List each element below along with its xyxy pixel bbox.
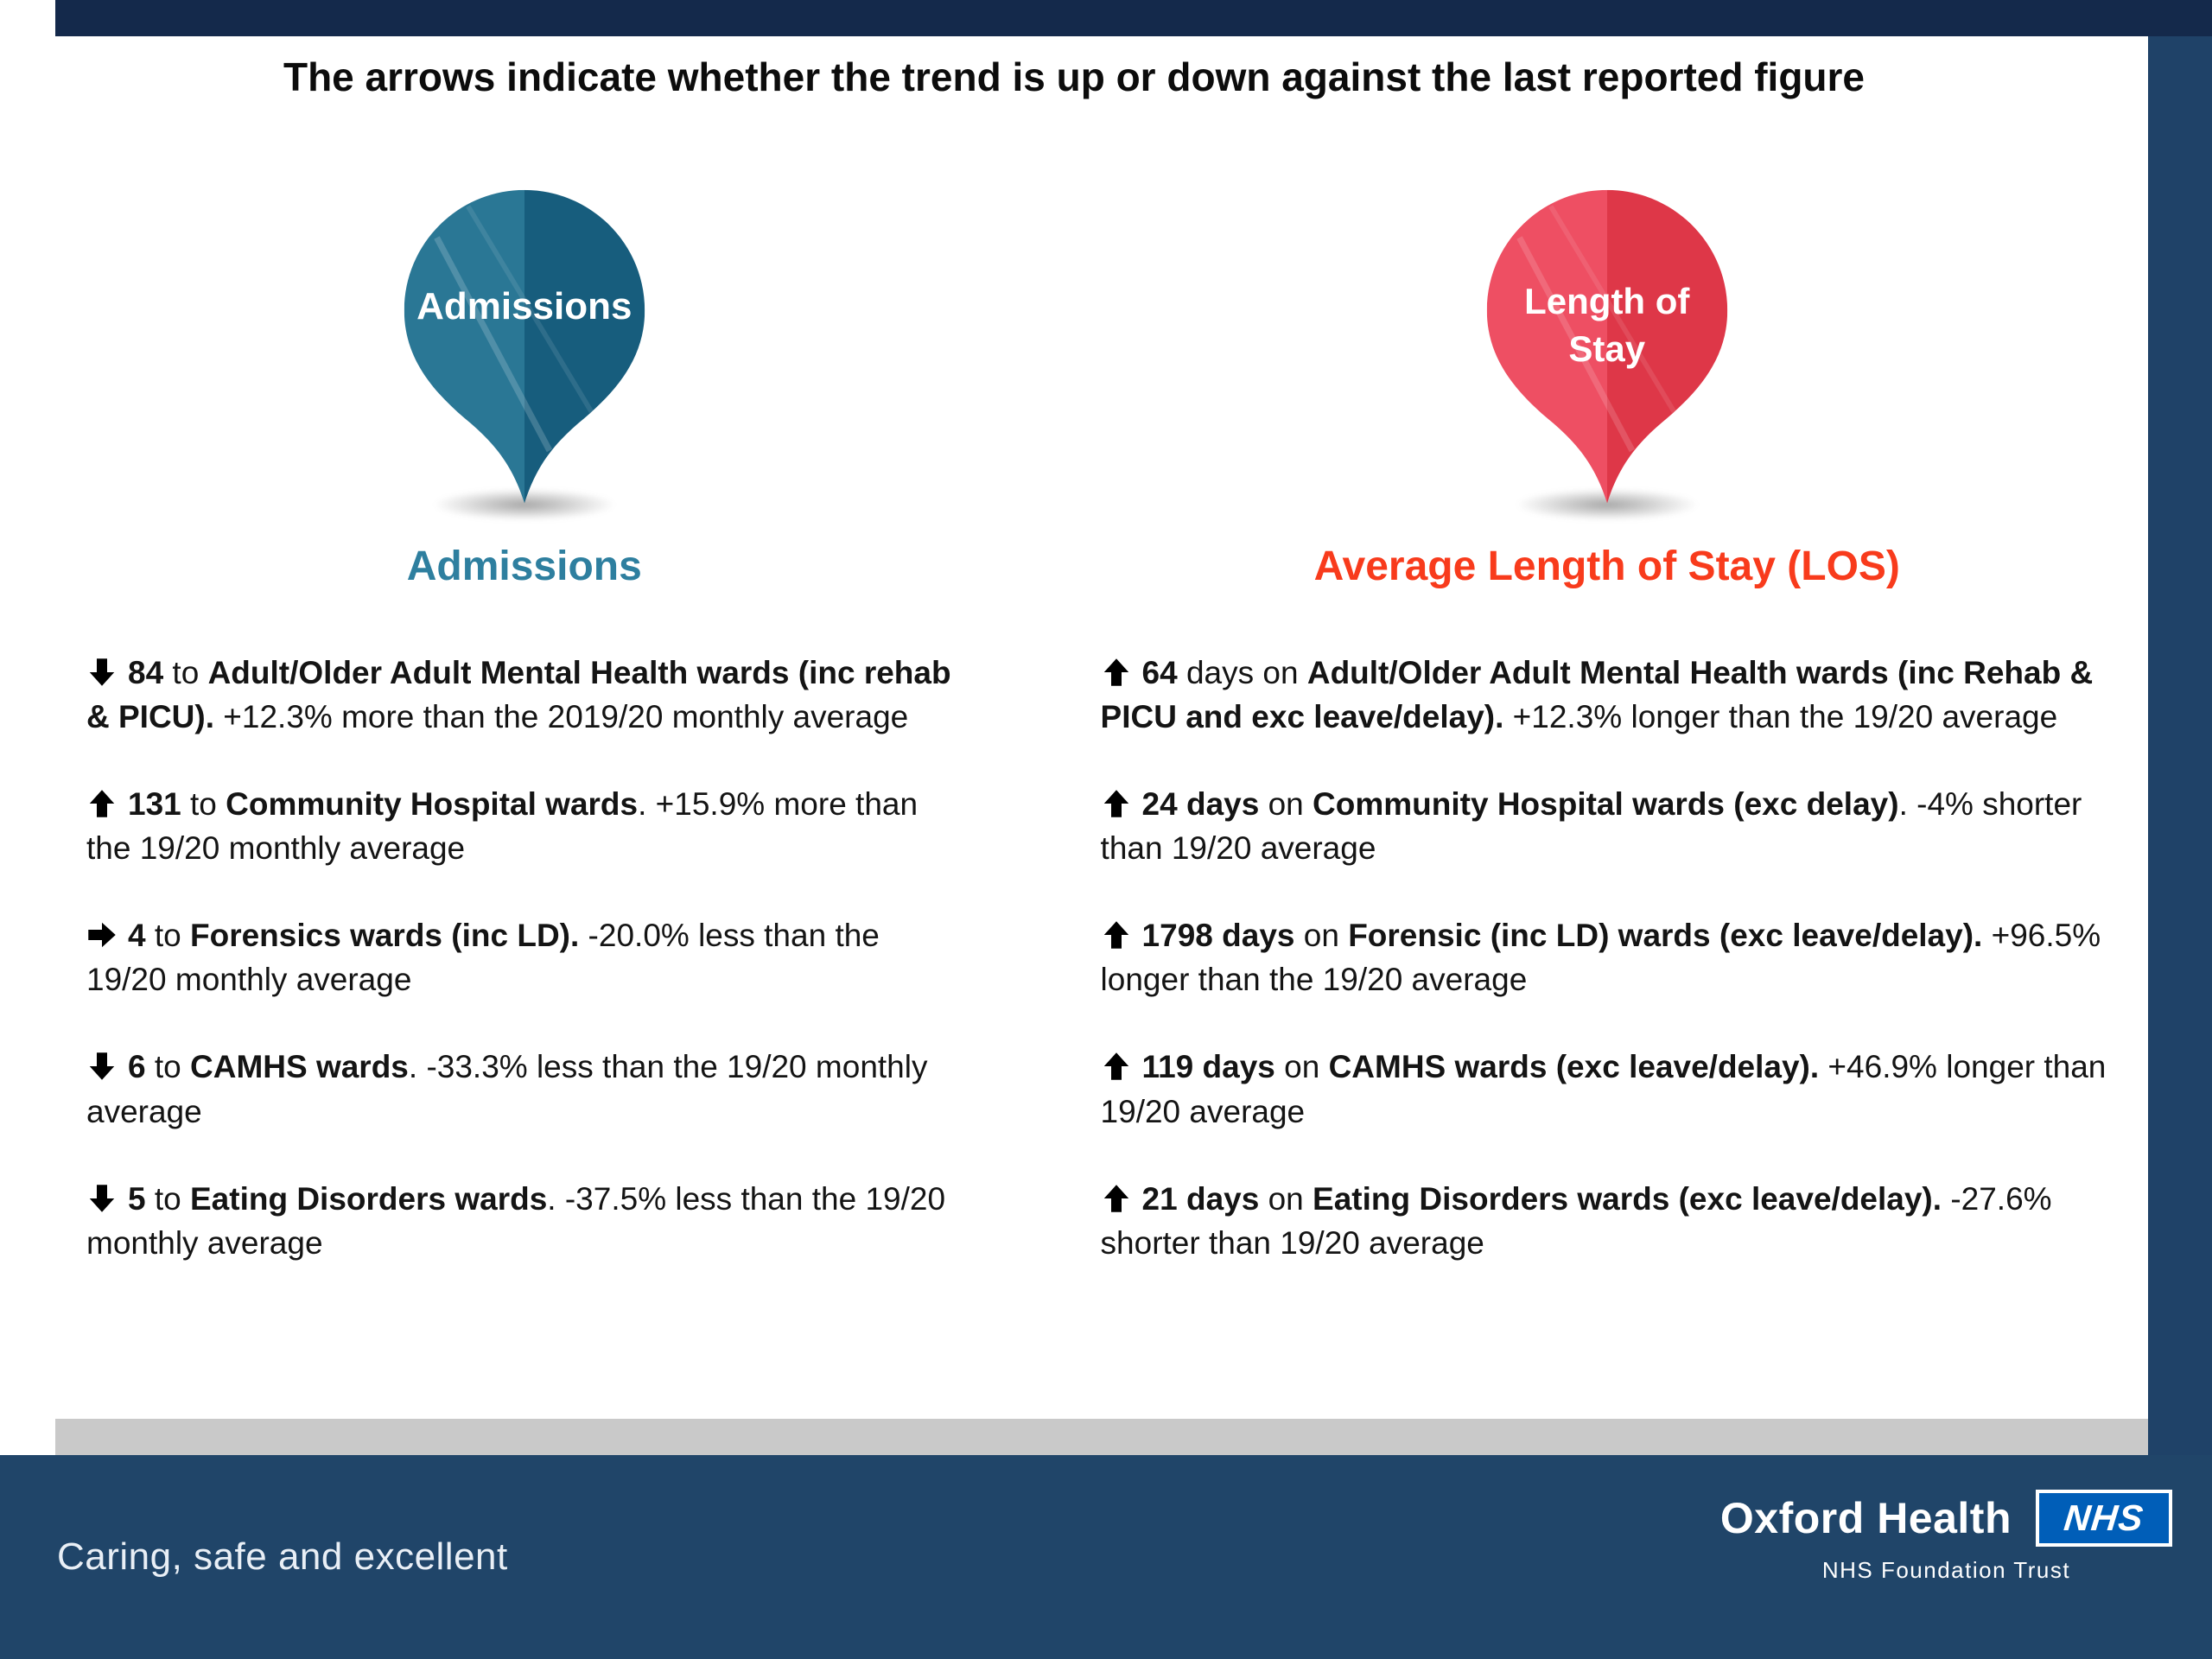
trend-text: on <box>1259 1180 1313 1217</box>
trend-right-icon <box>86 913 118 957</box>
trend-text: to <box>145 918 190 954</box>
trend-text: CAMHS wards <box>190 1049 409 1085</box>
trend-text: +96.5% longer than the 19/20 average <box>1100 918 2101 998</box>
nhs-logo: NHS <box>2036 1490 2172 1547</box>
org-name: Oxford Health <box>1719 1494 2012 1542</box>
map-pin-icon <box>1486 190 1727 504</box>
footer: Caring, safe and excellent Oxford Health… <box>0 1455 2212 1659</box>
trend-text: -27.6% shorter than 19/20 average <box>1100 1180 2052 1261</box>
trend-text: to <box>145 1180 190 1217</box>
nhs-logo-text: NHS <box>2062 1497 2146 1538</box>
two-column-layout: Admissions Admissions 84 to Adult/Older … <box>0 188 2148 1307</box>
trend-text: Adult/Older Adult Mental Health wards (i… <box>86 655 951 735</box>
admissions-pin-label: Admissions <box>416 285 632 328</box>
trend-down-icon <box>86 1177 118 1221</box>
admissions-section: Admissions Admissions 84 to Adult/Older … <box>0 188 988 1307</box>
trend-text: 5 <box>128 1180 146 1217</box>
trend-text: on <box>1294 918 1349 954</box>
trend-text: days on <box>1177 655 1307 691</box>
trend-up-icon <box>1101 1045 1132 1089</box>
los-pin-label-line1: Length of <box>1524 281 1690 322</box>
trend-item: 84 to Adult/Older Adult Mental Health wa… <box>86 651 963 739</box>
admissions-pin-block: Admissions Admissions <box>86 188 963 590</box>
los-pin-label: Length of Stay <box>1482 278 1732 372</box>
trend-down-icon <box>86 1045 118 1089</box>
trend-text: +12.3% longer than the 19/20 average <box>1503 699 2058 735</box>
org-subtitle: NHS Foundation Trust <box>1821 1557 2071 1583</box>
trend-text: 4 <box>128 918 146 954</box>
trend-item: 64 days on Adult/Older Adult Mental Heal… <box>1101 651 2113 739</box>
trend-item: 21 days on Eating Disorders wards (exc l… <box>1101 1177 2113 1265</box>
trend-text: Eating Disorders wards (exc leave/delay)… <box>1313 1180 1942 1217</box>
trend-text: 119 days <box>1141 1049 1275 1085</box>
admissions-pin: Admissions <box>399 188 650 523</box>
trend-item: 119 days on CAMHS wards (exc leave/delay… <box>1101 1045 2113 1133</box>
trend-text: to <box>163 655 208 691</box>
length-of-stay-pin: Length of Stay <box>1482 188 1732 523</box>
trend-text: . -33.3% less than the 19/20 monthly ave… <box>86 1049 928 1129</box>
trend-text: 6 <box>128 1049 146 1085</box>
trend-item: 1798 days on Forensic (inc LD) wards (ex… <box>1101 913 2113 1001</box>
trend-up-icon <box>86 782 118 826</box>
brand-row: Oxford Health NHS <box>1720 1490 2172 1547</box>
los-pin-block: Length of Stay Average Length of Stay (L… <box>1101 188 2113 590</box>
footer-brand: Oxford Health NHS NHS Foundation Trust <box>1720 1490 2172 1584</box>
trend-text: . -37.5% less than the 19/20 monthly ave… <box>86 1180 946 1261</box>
top-bar <box>55 0 2212 36</box>
trend-up-icon <box>1101 1177 1132 1221</box>
trend-text: . +15.9% more than the 19/20 monthly ave… <box>86 786 918 867</box>
trend-text: Eating Disorders wards <box>190 1180 548 1217</box>
footer-tagline: Caring, safe and excellent <box>57 1535 508 1578</box>
length-of-stay-trend-list: 64 days on Adult/Older Adult Mental Heal… <box>1101 651 2113 1264</box>
trend-down-icon <box>86 651 118 695</box>
trend-text: 24 days <box>1141 786 1260 823</box>
trend-text: 1798 days <box>1141 918 1295 954</box>
trend-text: Forensic (inc LD) wards (exc leave/delay… <box>1348 918 1983 954</box>
length-of-stay-heading: Average Length of Stay (LOS) <box>1313 543 1900 590</box>
length-of-stay-section: Length of Stay Average Length of Stay (L… <box>988 188 2148 1307</box>
trend-text: 84 <box>128 655 164 691</box>
trend-text: Community Hospital wards (exc delay) <box>1313 786 1899 823</box>
trend-up-icon <box>1101 913 1132 957</box>
trend-up-icon <box>1101 651 1132 695</box>
trend-text: to <box>181 786 226 823</box>
trend-text: 131 <box>128 786 181 823</box>
trend-item: 24 days on Community Hospital wards (exc… <box>1101 782 2113 870</box>
trend-item: 6 to CAMHS wards. -33.3% less than the 1… <box>86 1045 963 1133</box>
trend-text: +46.9% longer than 19/20 average <box>1100 1049 2107 1129</box>
trend-text: on <box>1259 786 1313 823</box>
trend-item: 5 to Eating Disorders wards. -37.5% less… <box>86 1177 963 1265</box>
trend-text: . -4% shorter than 19/20 average <box>1100 786 2082 867</box>
trend-text: +12.3% more than the 2019/20 monthly ave… <box>214 699 909 735</box>
trend-text: -20.0% less than the 19/20 monthly avera… <box>86 918 880 998</box>
main-content: The arrows indicate whether the trend is… <box>0 36 2148 1308</box>
trend-text: CAMHS wards (exc leave/delay). <box>1328 1049 1820 1085</box>
map-pin-icon <box>404 190 645 504</box>
trend-up-icon <box>1101 782 1132 826</box>
trend-text: 64 <box>1141 655 1178 691</box>
trend-text: Community Hospital wards <box>226 786 639 823</box>
trend-text: on <box>1274 1049 1329 1085</box>
trend-text: 21 days <box>1141 1180 1260 1217</box>
admissions-heading: Admissions <box>406 543 642 590</box>
admissions-trend-list: 84 to Adult/Older Adult Mental Health wa… <box>86 651 963 1264</box>
los-pin-label-line2: Stay <box>1568 327 1646 369</box>
page-title: The arrows indicate whether the trend is… <box>283 54 1866 99</box>
trend-text: to <box>145 1049 190 1085</box>
trend-text: Adult/Older Adult Mental Health wards (i… <box>1100 655 2094 735</box>
trend-item: 4 to Forensics wards (inc LD). -20.0% le… <box>86 913 963 1001</box>
right-border-strip <box>2148 36 2212 1455</box>
trend-text: Forensics wards (inc LD). <box>190 918 580 954</box>
divider-strip <box>55 1419 2148 1455</box>
trend-item: 131 to Community Hospital wards. +15.9% … <box>86 782 963 870</box>
